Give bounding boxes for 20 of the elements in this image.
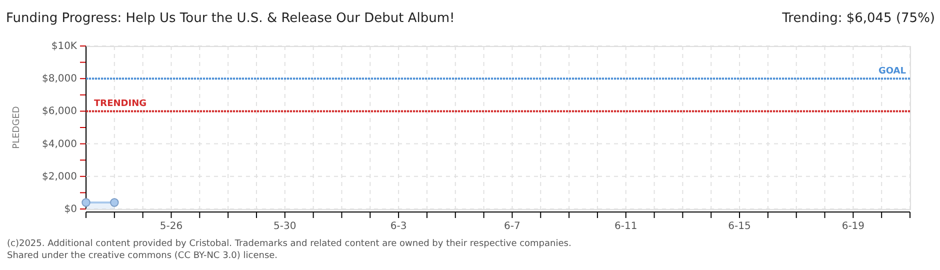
x-tick-label: 6-15 [728,221,751,232]
text: (c)2025. Additional content provided by Cristobal. Trademarks and related content are owned by their respective companies. [7,239,572,249]
x-tick-label: 6-11 [614,221,638,232]
x-tick-label: 5-26 [160,221,183,232]
text: Shared under the creative commons (CC BY-NC 3.0) license. [7,251,278,261]
y-tick-label: $8,000 [42,74,77,85]
chart-title: Funding Progress: Help Us Tour the U.S. & Release Our Debut Album! [6,11,455,26]
y-tick-label: $2,000 [42,171,77,182]
x-tick-label: 5-30 [274,221,296,232]
y-tick-label: $10K [51,41,78,52]
chart-subtitle: Trending: $6,045 (75%) [781,11,935,26]
y-tick-label: $4,000 [42,138,77,150]
y-axis-title: PLEDGED [12,106,22,149]
y-tick-label: $0 [64,204,77,215]
x-tick-label: 6-19 [842,221,865,232]
y-tick-label: $6,000 [42,106,77,118]
ref-line-label: GOAL [878,66,906,77]
x-tick-label: 6-7 [504,221,520,232]
x-tick-label: 6-3 [390,221,407,232]
ref-line-label: TRENDING [94,99,146,110]
